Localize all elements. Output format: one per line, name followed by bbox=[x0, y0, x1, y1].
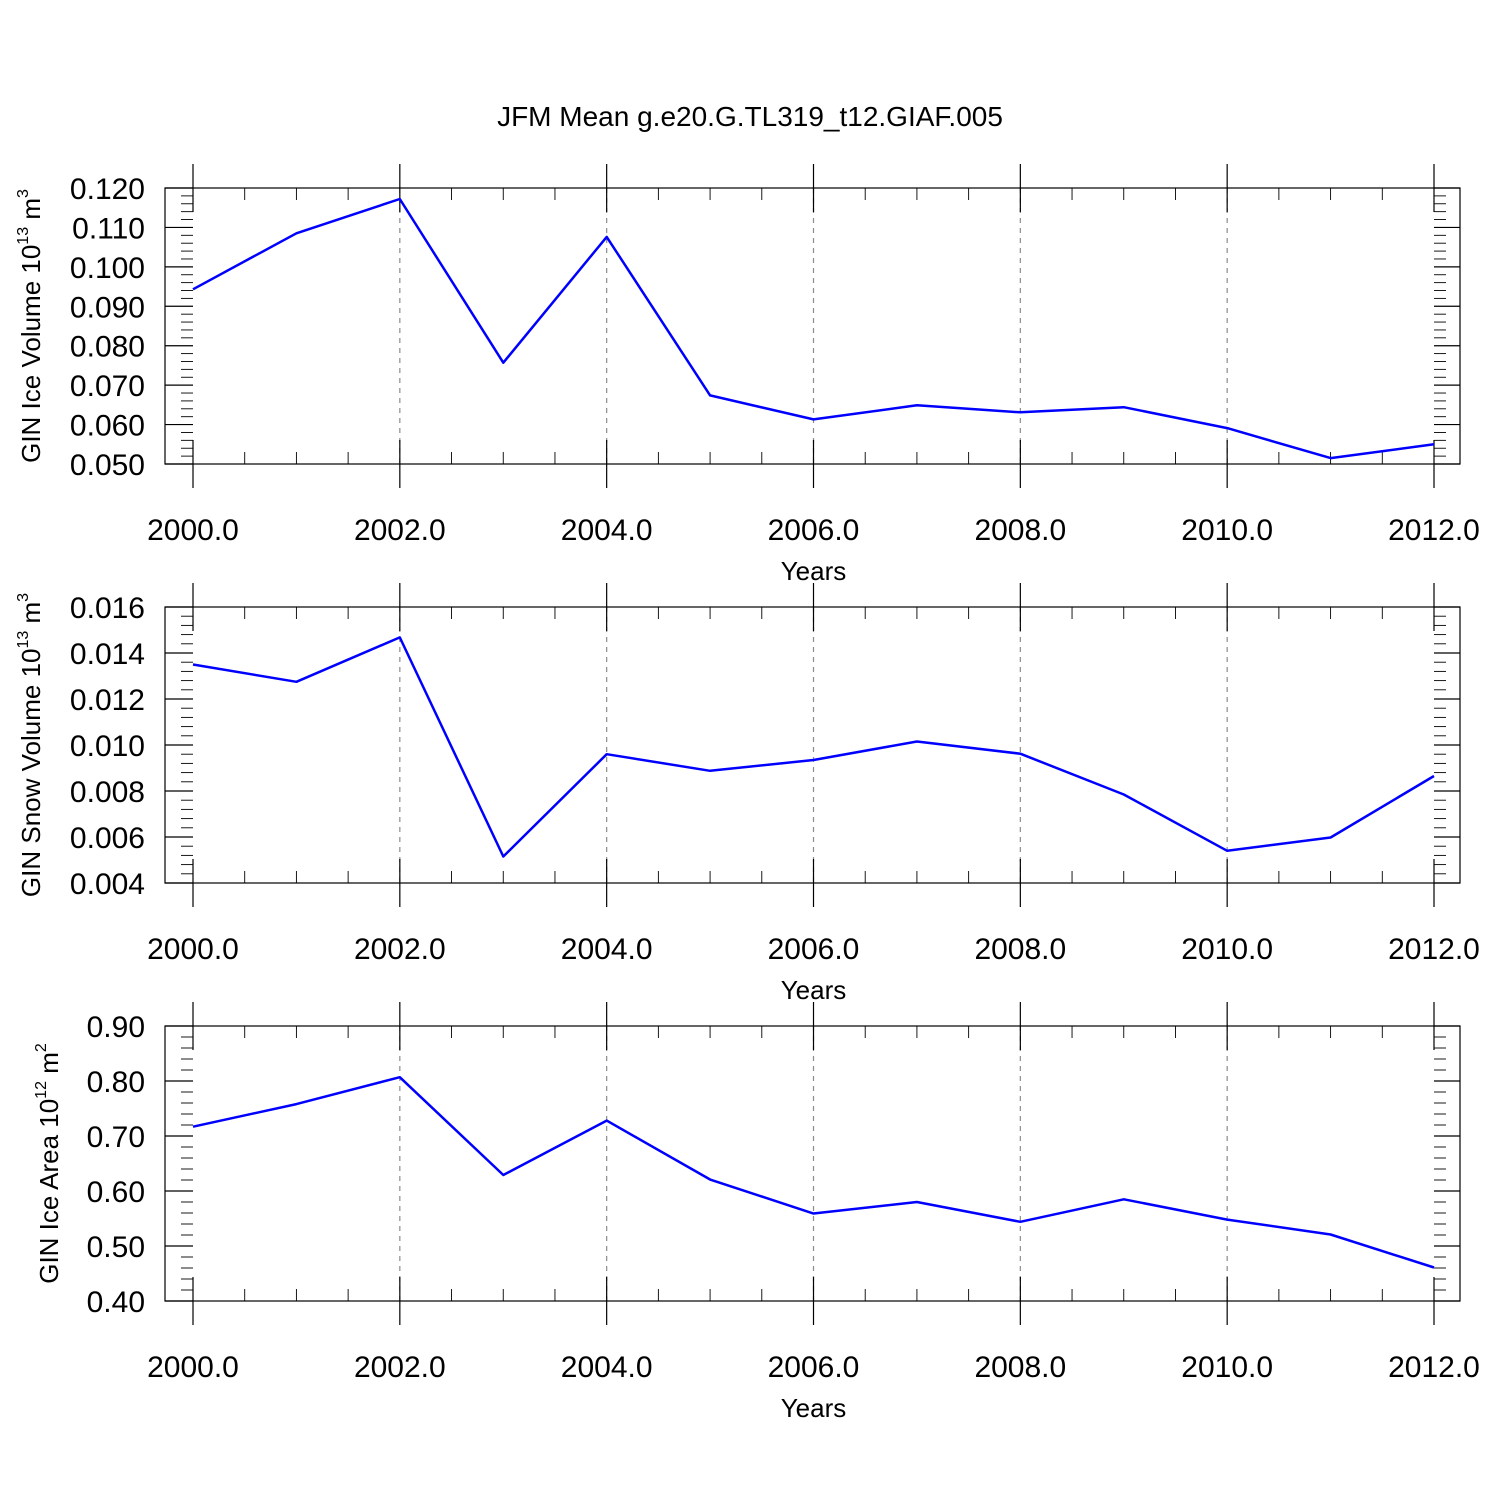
y-tick-label: 0.010 bbox=[70, 730, 145, 763]
x-tick-label: 2012.0 bbox=[1388, 1351, 1480, 1384]
y-tick-label: 0.006 bbox=[70, 822, 145, 855]
y-tick-label: 0.90 bbox=[87, 1011, 145, 1044]
y-tick-label: 0.50 bbox=[87, 1231, 145, 1264]
x-tick-label: 2012.0 bbox=[1388, 933, 1480, 966]
series-line bbox=[192, 1075, 1435, 1269]
x-axis-title: Years bbox=[781, 975, 847, 1005]
x-tick-label: 2010.0 bbox=[1181, 933, 1273, 966]
y-tick-label: 0.60 bbox=[87, 1176, 145, 1209]
y-axis-title: GIN Ice Area 1012 m2 bbox=[33, 1043, 64, 1284]
y-tick-label: 0.014 bbox=[70, 638, 145, 671]
y-tick-label: 0.012 bbox=[70, 684, 145, 717]
x-tick-label: 2008.0 bbox=[974, 933, 1066, 966]
panel-1: 2000.0 2002.0 2004.0 2006.0 2008.0 2010.0 2012… bbox=[15, 164, 1480, 586]
y-tick-label: 0.70 bbox=[87, 1121, 145, 1154]
x-axis-title: Years bbox=[781, 556, 847, 586]
y-tick-label: 0.80 bbox=[87, 1066, 145, 1099]
y-tick-label: 0.40 bbox=[87, 1286, 145, 1319]
x-tick-label: 2002.0 bbox=[354, 933, 446, 966]
plot-frame bbox=[164, 187, 1461, 465]
y-tick-label: 0.004 bbox=[70, 868, 145, 901]
x-tick-label: 2006.0 bbox=[768, 514, 860, 547]
plot-frame bbox=[164, 1025, 1461, 1302]
x-tick-label: 2006.0 bbox=[768, 1351, 860, 1384]
x-tick-label: 2004.0 bbox=[561, 1351, 653, 1384]
figure-title: JFM Mean g.e20.G.TL319_t12.GIAF.005 bbox=[497, 101, 1003, 132]
x-tick-label: 2004.0 bbox=[561, 933, 653, 966]
panel-3: 2000.0 2002.0 2004.0 2006.0 2008.0 2010.0 2012… bbox=[33, 1002, 1480, 1423]
y-tick-label: 0.008 bbox=[70, 776, 145, 809]
x-tick-label: 2010.0 bbox=[1181, 514, 1273, 547]
y-tick-label: 0.090 bbox=[70, 291, 145, 324]
x-tick-label: 2002.0 bbox=[354, 1351, 446, 1384]
y-tick-label: 0.110 bbox=[72, 212, 145, 245]
x-tick-label: 2004.0 bbox=[561, 514, 653, 547]
y-tick-label: 0.060 bbox=[70, 410, 145, 443]
panels: 2000.0 2002.0 2004.0 2006.0 2008.0 2010.0 2012… bbox=[15, 164, 1480, 1423]
panel-2: 2000.0 2002.0 2004.0 2006.0 2008.0 2010.0 2012… bbox=[15, 583, 1480, 1005]
y-tick-label: 0.016 bbox=[70, 592, 145, 625]
series-line bbox=[192, 197, 1435, 460]
y-tick-label: 0.080 bbox=[70, 331, 145, 364]
plot-frame bbox=[164, 606, 1461, 884]
y-tick-label: 0.050 bbox=[70, 449, 145, 482]
y-axis-title: GIN Snow Volume 1013 m3 bbox=[15, 593, 46, 897]
y-tick-label: 0.100 bbox=[70, 252, 145, 285]
y-tick-label: 0.070 bbox=[70, 370, 145, 403]
x-tick-label: 2000.0 bbox=[147, 933, 239, 966]
y-tick-label: 0.120 bbox=[70, 173, 145, 206]
x-tick-label: 2008.0 bbox=[974, 514, 1066, 547]
x-tick-label: 2010.0 bbox=[1181, 1351, 1273, 1384]
x-tick-label: 2006.0 bbox=[768, 933, 860, 966]
x-tick-label: 2002.0 bbox=[354, 514, 446, 547]
x-tick-label: 2000.0 bbox=[147, 514, 239, 547]
x-tick-label: 2012.0 bbox=[1388, 514, 1480, 547]
series-line bbox=[192, 636, 1435, 858]
x-tick-label: 2008.0 bbox=[974, 1351, 1066, 1384]
y-axis-title: GIN Ice Volume 1013 m3 bbox=[15, 189, 46, 463]
x-tick-label: 2000.0 bbox=[147, 1351, 239, 1384]
x-axis-title: Years bbox=[781, 1393, 847, 1423]
